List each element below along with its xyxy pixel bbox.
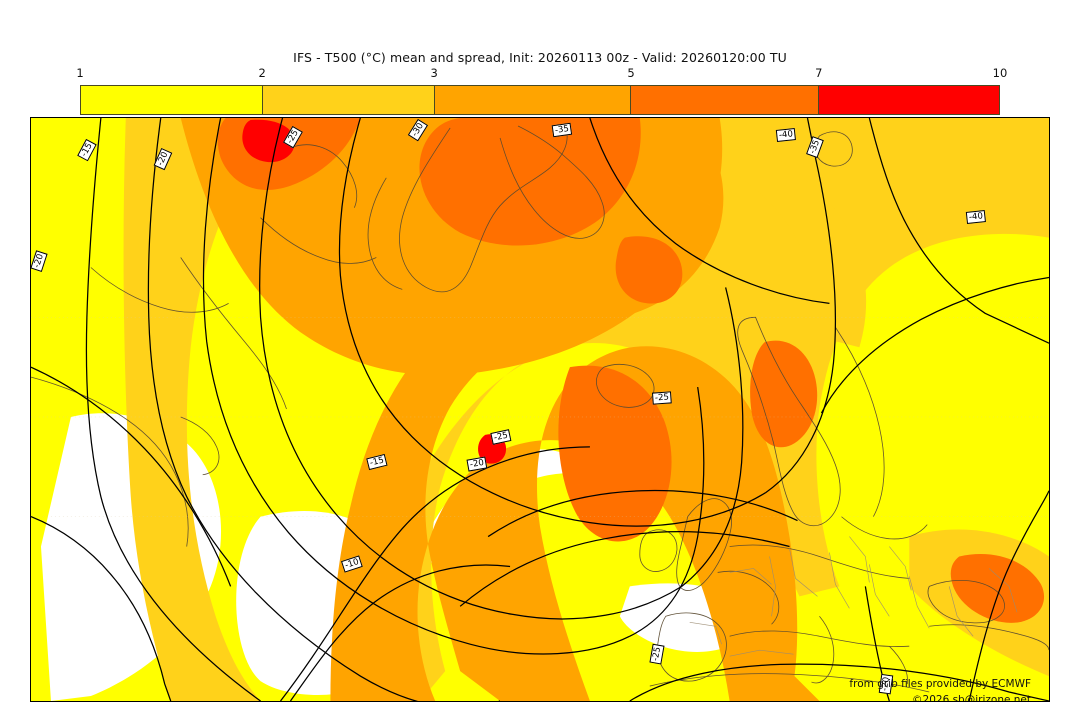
coast-greenland-w — [367, 177, 403, 290]
coast-ireland — [639, 529, 678, 572]
page-title: IFS - T500 (°C) mean and spread, Init: 2… — [293, 50, 787, 65]
spread-fill-7-10-spot — [242, 119, 295, 163]
contour--40b — [589, 118, 830, 304]
colorbar-tick-3: 3 — [430, 66, 438, 80]
map-canvas — [31, 118, 1049, 701]
contour--10b — [31, 516, 172, 701]
coast-arctic-islands — [290, 144, 358, 208]
contour--35 — [338, 118, 766, 527]
coast-baltic — [841, 516, 928, 540]
contour-lines — [31, 118, 1049, 701]
coast-scandinavia — [737, 316, 841, 527]
coast-turkey — [929, 624, 1049, 651]
spread-fill-2-3 — [123, 118, 281, 701]
colorbar-ticks: 1 2 3 5 7 10 — [76, 66, 1007, 82]
contour--25 — [202, 118, 631, 655]
colorbar-band-3-5 — [433, 86, 631, 114]
coast-finland — [835, 327, 885, 517]
contour-extra-top — [868, 118, 1049, 344]
spread-fill-5-7-norway — [750, 340, 818, 448]
coast-newfoundland — [180, 416, 220, 476]
colorbar: 1 2 3 5 7 10 — [76, 66, 1007, 115]
spread-fill-5-7-atlantic — [558, 365, 672, 542]
colorbar-band-1-2 — [81, 86, 262, 114]
coast-iceland — [596, 364, 655, 408]
coast-iberia — [657, 612, 727, 682]
spread-fill-5-7-iceland-e — [615, 236, 683, 304]
contour--15b — [280, 446, 590, 701]
contour--10 — [289, 564, 511, 701]
colorbar-bands — [80, 85, 1000, 115]
coast-italy — [811, 616, 835, 684]
contour-label--40: -40 — [965, 210, 986, 225]
coast-britain — [676, 498, 732, 591]
contour--15 — [85, 118, 261, 701]
coast-blacksea — [927, 580, 1005, 624]
coast-labrador — [180, 257, 287, 410]
map-panel[interactable]: -15 -20 -25 -30 -35 -40 -35 -20 -25 -25 -20 -15 -10-… — [30, 117, 1050, 702]
contour--20c — [459, 531, 790, 607]
colorbar-tick-5: 5 — [627, 66, 635, 80]
coast-greenland-e — [499, 125, 605, 239]
colorbar-tick-2: 2 — [258, 66, 266, 80]
contour--20 — [147, 118, 501, 701]
spread-fill-5-7-medit — [950, 554, 1045, 623]
contour--30 — [259, 118, 683, 620]
coast-baffin — [260, 217, 377, 264]
credit-source: from grib files provided by ECMWF — [849, 678, 1031, 690]
contour-label--35: -35 — [552, 122, 573, 137]
coast-greenland — [399, 127, 568, 293]
credit-copyright: ©2026 sb@irizone.net — [912, 694, 1031, 702]
contour-label--25: -25 — [652, 391, 673, 405]
colorbar-band-7-10 — [817, 86, 999, 114]
coast-namerica-east — [31, 376, 189, 547]
contour--30b — [681, 287, 744, 587]
coast-europe-north — [729, 544, 910, 579]
colorbar-tick-10: 10 — [992, 66, 1008, 80]
contour-extra-right — [968, 490, 1049, 701]
contour--40 — [820, 276, 1049, 414]
coast-greece — [889, 645, 908, 685]
colorbar-band-2-3 — [261, 86, 434, 114]
country-borders — [689, 536, 1018, 657]
contour-extra-lowerright — [629, 663, 1049, 701]
colorbar-tick-1: 1 — [76, 66, 84, 80]
coast-hudson — [90, 267, 229, 313]
contour--25b — [487, 489, 798, 538]
contour--25c — [629, 386, 705, 637]
contour--35b — [765, 118, 837, 494]
colorbar-band-5-7 — [630, 86, 818, 114]
colorbar-tick-7: 7 — [815, 66, 823, 80]
contour--20b — [31, 366, 232, 587]
coast-medit-north — [729, 630, 910, 647]
